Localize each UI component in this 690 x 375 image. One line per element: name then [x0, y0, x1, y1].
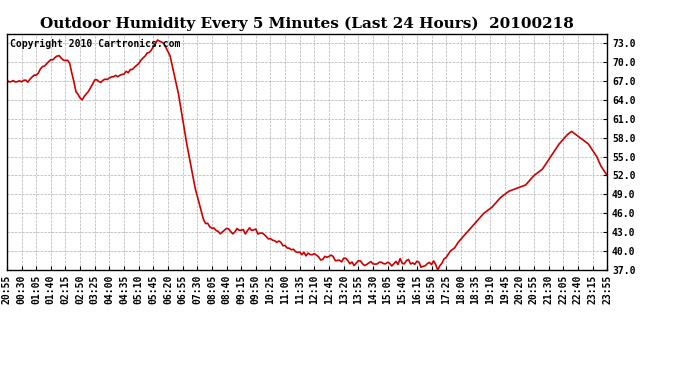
Text: Copyright 2010 Cartronics.com: Copyright 2010 Cartronics.com — [10, 39, 180, 48]
Title: Outdoor Humidity Every 5 Minutes (Last 24 Hours)  20100218: Outdoor Humidity Every 5 Minutes (Last 2… — [40, 17, 574, 31]
